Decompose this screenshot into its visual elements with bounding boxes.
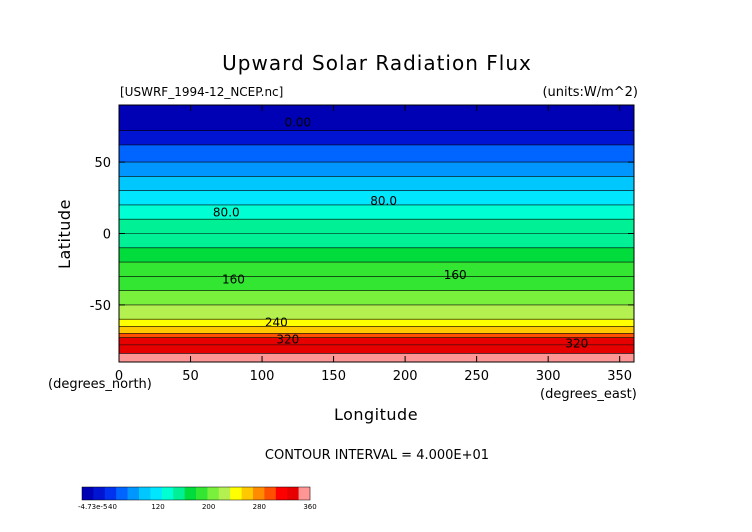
heatmap-band [119, 219, 634, 234]
colorbar-tick-label: 280 [253, 503, 266, 511]
colorbar-swatch [287, 487, 299, 500]
x-tick-label: 350 [607, 369, 632, 384]
x-axis-unit-label: (degrees_east) [540, 387, 637, 402]
contour-label: 320 [565, 337, 588, 351]
heatmap-band [119, 176, 634, 191]
heatmap-band [119, 326, 634, 334]
colorbar-swatch [275, 487, 288, 500]
file-name-label: [USWRF_1994-12_NCEP.nc] [120, 85, 283, 99]
heatmap-band [119, 262, 634, 277]
heatmap-band [119, 233, 634, 248]
contour-label: 160 [444, 268, 467, 282]
colorbar-swatch [196, 487, 208, 500]
colorbar-swatch [298, 487, 311, 500]
colorbar-swatch [207, 487, 220, 500]
heatmap-band [119, 353, 634, 362]
heatmap-band [119, 319, 634, 327]
x-axis-title: Longitude [334, 405, 418, 424]
colorbar-swatch [116, 487, 128, 500]
contour-label: 320 [276, 332, 299, 346]
colorbar-swatch [173, 487, 185, 500]
y-tick-label: 0 [103, 228, 111, 243]
x-tick-label: 100 [250, 369, 275, 384]
colorbar-tick-label: 360 [303, 503, 316, 511]
colorbar-swatch [104, 487, 117, 500]
colorbar-swatch [218, 487, 231, 500]
heatmap-band [119, 337, 634, 345]
colorbar-swatch [253, 487, 265, 500]
heatmap-band [119, 105, 634, 131]
colorbar-tick-label: 120 [151, 503, 164, 511]
colorbar-swatch [82, 487, 94, 500]
x-tick-label: 300 [536, 369, 561, 384]
colorbar-tick-label: 40 [108, 503, 117, 511]
contour-label: 240 [265, 315, 288, 329]
y-axis: -50 0 50 [90, 156, 634, 314]
colorbar-tick-label: 200 [202, 503, 215, 511]
contour-label: 160 [222, 272, 245, 286]
heatmap-band [119, 162, 634, 177]
contour-label: 80.0 [370, 194, 397, 208]
heatmap-band [119, 144, 634, 163]
y-axis-title: Latitude [55, 199, 74, 269]
contour-interval-text: CONTOUR INTERVAL = 4.000E+01 [265, 448, 489, 463]
units-label: (units:W/m^2) [542, 85, 638, 100]
heatmap-band [119, 204, 634, 220]
colorbar-tick-label: -4.73e-5 [78, 503, 107, 511]
heatmap-band [119, 190, 634, 205]
colorbar-swatch [241, 487, 254, 500]
y-tick-label: 50 [94, 156, 111, 171]
colorbar-swatch [150, 487, 163, 500]
heatmap-band [119, 344, 634, 354]
colorbar-swatch [127, 487, 140, 500]
heatmap-band [119, 247, 634, 263]
heatmap-band [119, 304, 634, 320]
x-tick-label: 200 [393, 369, 418, 384]
colorbar: -4.73e-5 40 120 200 280 360 [78, 486, 317, 511]
x-tick-label: 150 [321, 369, 346, 384]
heatmap-band [119, 290, 634, 305]
x-tick-label: 50 [182, 369, 199, 384]
x-axis: 0 50 100 150 200 250 300 350 [115, 105, 632, 384]
colorbar-swatch [93, 487, 106, 500]
x-tick-label: 0 [115, 369, 123, 384]
contour-label: 0.00 [284, 115, 311, 129]
y-tick-label: -50 [90, 299, 111, 314]
heatmap-band [119, 276, 634, 291]
colorbar-frame [81, 486, 311, 501]
x-tick-label: 250 [464, 369, 489, 384]
colorbar-swatch [184, 487, 197, 500]
contour-labels: 0.00 80.0 80.0 160 160 240 320 320 [213, 115, 588, 350]
heatmap-band [119, 333, 634, 338]
colorbar-swatch [161, 487, 174, 500]
heatmap-plot-area [119, 105, 634, 362]
contour-label: 80.0 [213, 205, 240, 219]
heatmap-band [119, 130, 634, 145]
colorbar-swatch [139, 487, 151, 500]
colorbar-swatch [264, 487, 277, 500]
y-axis-unit-label: (degrees_north) [48, 377, 152, 392]
chart-title: Upward Solar Radiation Flux [222, 51, 532, 75]
colorbar-swatch [230, 487, 242, 500]
